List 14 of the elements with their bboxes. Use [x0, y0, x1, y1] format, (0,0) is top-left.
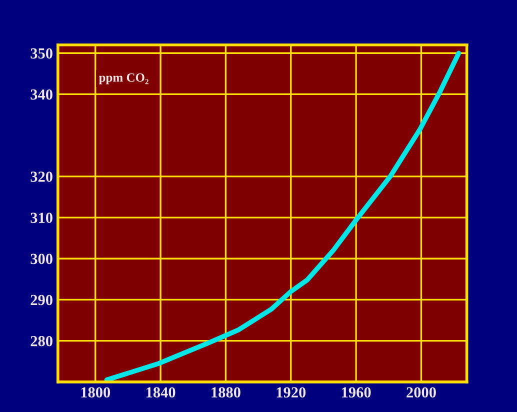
- x-tick-label: 2000: [406, 387, 436, 398]
- x-tick-label: 1880: [212, 387, 240, 398]
- y-tick-label: 300: [30, 254, 52, 264]
- y-tick-label: 340: [30, 89, 52, 100]
- y-tick-label: 290: [30, 294, 52, 306]
- y-axis-title: ppm CO₂: [98, 73, 148, 84]
- y-tick-label: 320: [30, 172, 52, 182]
- x-tick-label: 1840: [146, 387, 176, 398]
- x-tick-label: 1800: [81, 387, 110, 398]
- x-tick-label: 1960: [342, 387, 371, 398]
- y-tick-label: 310: [30, 212, 52, 223]
- x-tick-label: 1920: [276, 387, 306, 398]
- y-tick-label: 280: [30, 336, 52, 346]
- y-tick-label: 350: [30, 48, 52, 59]
